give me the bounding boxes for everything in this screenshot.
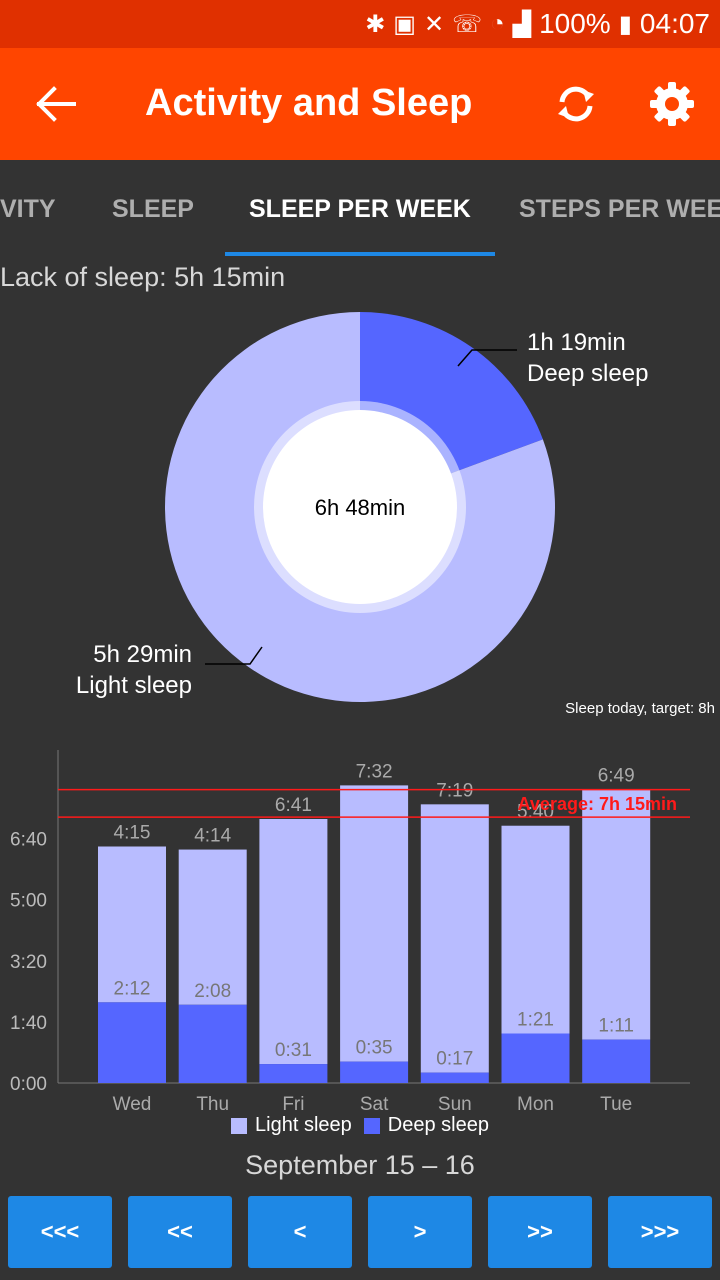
legend-label-light: Light sleep: [255, 1114, 352, 1136]
bar-deep-sleep: [98, 1002, 166, 1083]
active-tab-indicator: [225, 252, 495, 256]
bar-deep-value-label: 1:21: [517, 1010, 554, 1031]
y-tick-label: 0:00: [10, 1074, 47, 1095]
clock: 04:07: [639, 8, 710, 39]
nav-last-button[interactable]: >>>: [608, 1196, 712, 1268]
bar-light-sleep: [98, 846, 166, 1003]
bar-light-sleep: [501, 825, 570, 1034]
bar-deep-value-label: 2:12: [114, 978, 151, 999]
wifi-calling-icon: ☏: [452, 10, 483, 38]
nav-next-button[interactable]: >: [368, 1196, 472, 1268]
bar-deep-sleep: [340, 1061, 409, 1083]
bar-light-value-label: 7:32: [356, 761, 393, 782]
status-icons: ✱ ▣ ✕ ☏ ◔ ▟ 100% ▮ 04:07: [365, 0, 710, 48]
nav-first-button[interactable]: <<<: [8, 1196, 112, 1268]
deep-sleep-slice-label: 1h 19min Deep sleep: [527, 327, 648, 389]
battery-charging-icon: ▮: [618, 10, 632, 38]
bar-deep-value-label: 0:17: [436, 1049, 473, 1070]
nav-next-far-button[interactable]: >>: [488, 1196, 592, 1268]
app-bar: Activity and Sleep: [0, 48, 720, 160]
page-title: Activity and Sleep: [145, 82, 473, 124]
y-tick-label: 5:00: [10, 891, 47, 912]
x-tick-label: Tue: [600, 1094, 632, 1115]
tab-bar: VITY SLEEP SLEEP PER WEEK STEPS PER WEEK: [0, 160, 720, 256]
nav-prev-far-button[interactable]: <<: [128, 1196, 232, 1268]
mute-icon: ✕: [423, 10, 445, 38]
tab-activity[interactable]: VITY: [0, 195, 56, 223]
legend-deep-sleep: Deep sleep: [363, 1114, 489, 1137]
y-tick-label: 3:20: [10, 952, 47, 973]
bar-light-sleep: [420, 804, 489, 1073]
bar-light-value-label: 6:41: [275, 795, 312, 816]
x-tick-label: Fri: [282, 1094, 304, 1115]
arrow-back-icon[interactable]: [34, 86, 78, 122]
sleep-donut-chart: 6h 48min: [165, 312, 555, 702]
light-sleep-name: Light sleep: [75, 672, 192, 699]
legend-label-deep: Deep sleep: [387, 1114, 489, 1136]
tab-sleep[interactable]: SLEEP: [112, 195, 194, 223]
battery-percent: 100%: [539, 8, 611, 39]
target-note: Sleep today, target: 8h: [565, 700, 715, 717]
x-tick-label: Wed: [113, 1094, 152, 1115]
week-navigation: <<< << < > >> >>>: [8, 1196, 712, 1268]
donut-hole: [263, 410, 457, 604]
bar-light-sleep: [340, 785, 409, 1062]
bluetooth-icon: ✱: [365, 10, 386, 38]
bar-light-sleep: [582, 789, 651, 1040]
legend-swatch-light: [231, 1117, 248, 1134]
donut-center-label: 6h 48min: [315, 495, 406, 520]
chart-legend: Light sleep Deep sleep: [0, 1114, 720, 1137]
bar-light-sleep: [178, 849, 247, 1005]
bar-deep-sleep: [259, 1064, 328, 1083]
average-label: Average: 7h 15min: [518, 794, 677, 814]
light-sleep-leader-line: [205, 646, 263, 665]
x-tick-label: Sun: [438, 1094, 472, 1115]
bar-light-value-label: 7:19: [436, 780, 473, 801]
bar-deep-value-label: 1:11: [598, 1016, 634, 1037]
y-tick-label: 6:40: [10, 830, 47, 851]
bar-deep-sleep: [178, 1004, 247, 1083]
legend-swatch-deep: [363, 1117, 380, 1134]
bar-deep-value-label: 2:08: [194, 981, 231, 1002]
light-sleep-duration: 5h 29min: [93, 641, 192, 668]
deep-sleep-leader-line: [457, 349, 517, 367]
status-bar: ✱ ▣ ✕ ☏ ◔ ▟ 100% ▮ 04:07: [0, 0, 720, 48]
legend-light-sleep: Light sleep: [231, 1114, 352, 1137]
tab-steps-per-week[interactable]: STEPS PER WEEK: [519, 195, 720, 223]
bar-deep-value-label: 0:31: [275, 1040, 312, 1061]
gear-icon[interactable]: [648, 80, 696, 128]
bar-light-value-label: 4:14: [194, 826, 231, 847]
bar-deep-value-label: 0:35: [356, 1038, 393, 1059]
bar-deep-sleep: [420, 1072, 489, 1083]
y-tick-label: 1:40: [10, 1013, 47, 1034]
light-sleep-slice-label: 5h 29min Light sleep: [20, 639, 192, 701]
deep-sleep-duration: 1h 19min: [527, 329, 626, 356]
bar-light-value-label: 4:15: [114, 823, 151, 844]
signal-icon: ▟: [512, 10, 532, 38]
x-tick-label: Mon: [517, 1094, 554, 1115]
tab-sleep-per-week[interactable]: SLEEP PER WEEK: [249, 195, 471, 223]
nfc-icon: ▣: [393, 10, 416, 38]
bar-light-sleep: [259, 819, 328, 1065]
sync-icon[interactable]: [552, 80, 600, 128]
weekly-sleep-bar-chart: 0:00 1:40 3:20 5:00 6:40 4:15 2:12 Wed 4:14 2:08 T…: [10, 750, 690, 1115]
week-range-label: September 15 – 16: [245, 1150, 475, 1180]
bar-deep-sleep: [582, 1039, 651, 1083]
x-tick-label: Thu: [196, 1094, 229, 1115]
deep-sleep-name: Deep sleep: [527, 360, 649, 387]
bar-light-value-label: 6:49: [598, 766, 635, 787]
x-tick-label: Sat: [360, 1094, 389, 1115]
bar-deep-sleep: [501, 1033, 570, 1083]
nav-prev-button[interactable]: <: [248, 1196, 352, 1268]
lack-of-sleep-label: Lack of sleep: 5h 15min: [0, 262, 286, 292]
wifi-icon: ◔: [490, 10, 505, 37]
